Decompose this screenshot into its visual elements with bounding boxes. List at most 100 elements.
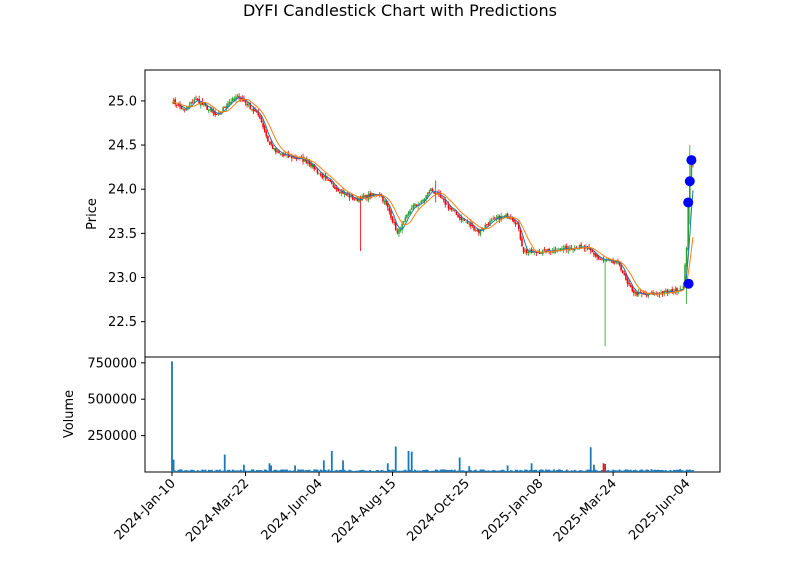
volume-bar xyxy=(503,470,506,472)
candle-body xyxy=(281,154,284,156)
candle-body xyxy=(307,161,309,164)
volume-bar xyxy=(249,470,252,472)
candle-body xyxy=(303,158,306,162)
candle-body xyxy=(412,205,415,209)
candle-body xyxy=(348,195,351,198)
volume-y-tick-label: 250000 xyxy=(87,429,137,444)
candle-body xyxy=(625,273,627,280)
candle-body xyxy=(275,148,277,153)
candle-body xyxy=(478,229,480,233)
volume-bar xyxy=(473,470,475,472)
volume-bar xyxy=(559,469,562,472)
volume-bar xyxy=(198,470,201,472)
candle-body xyxy=(259,115,261,119)
volume-bar xyxy=(628,470,630,472)
candle-body xyxy=(212,111,215,114)
volume-bar xyxy=(311,470,314,472)
volume-bar xyxy=(556,470,559,472)
volume-bar xyxy=(570,470,573,472)
volume-bar xyxy=(501,469,504,472)
candle-body xyxy=(388,208,391,212)
candle-body xyxy=(513,218,515,222)
volume-bar xyxy=(634,469,637,472)
candle-body xyxy=(271,145,274,149)
price-y-tick-label: 23.0 xyxy=(108,271,137,286)
volume-bar xyxy=(588,469,591,472)
volume-bar xyxy=(321,470,324,472)
price-plot-frame xyxy=(144,69,721,358)
volume-bar xyxy=(612,469,614,472)
volume-bar xyxy=(375,470,378,472)
volume-bar xyxy=(666,470,669,472)
candle-body xyxy=(546,249,549,252)
volume-bar xyxy=(407,450,410,472)
volume-bar xyxy=(537,471,539,472)
volume-bar xyxy=(481,469,483,472)
candle-body xyxy=(339,192,341,194)
candle-body xyxy=(535,252,538,253)
x-tick-label: 2024-Mar-22 xyxy=(183,476,252,545)
volume-bar xyxy=(193,470,196,472)
volume-bar xyxy=(561,470,563,472)
candle-body xyxy=(196,98,199,101)
candle-body xyxy=(604,260,606,261)
volume-bar xyxy=(610,470,613,472)
candle-body xyxy=(324,175,327,178)
volume-bar xyxy=(586,469,589,472)
volume-bar xyxy=(391,469,394,472)
volume-bar xyxy=(613,470,616,472)
candle-body xyxy=(455,212,458,215)
candle-body xyxy=(481,227,483,230)
volume-bar xyxy=(422,470,424,472)
volume-bar xyxy=(497,470,499,472)
candle-body xyxy=(382,196,384,202)
candle-body xyxy=(235,97,237,100)
candle-body xyxy=(580,244,582,247)
volume-bar xyxy=(279,469,282,472)
candle-body xyxy=(276,151,279,153)
candle-body xyxy=(497,216,499,219)
candle-body xyxy=(315,168,317,170)
volume-bar xyxy=(337,470,340,472)
volume-bar xyxy=(505,471,507,472)
volume-bar xyxy=(369,469,372,472)
candle-body xyxy=(492,218,495,220)
volume-bar xyxy=(601,470,603,472)
volume-bar xyxy=(577,471,579,472)
volume-bar xyxy=(538,469,541,472)
volume-bar xyxy=(621,470,624,472)
volume-bar xyxy=(687,469,690,472)
volume-bar xyxy=(511,470,514,472)
volume-bar xyxy=(498,470,501,472)
candle-body xyxy=(661,291,664,295)
volume-bar xyxy=(597,470,600,472)
volume-bar xyxy=(650,469,653,472)
volume-bar xyxy=(306,470,309,472)
candle-body xyxy=(591,250,594,253)
candle-body xyxy=(399,230,402,231)
volume-bar xyxy=(684,470,686,472)
volume-bar xyxy=(461,470,464,472)
candle-body xyxy=(689,178,691,200)
candle-body xyxy=(609,260,611,261)
candle-body xyxy=(215,114,218,116)
volume-bar xyxy=(455,470,458,472)
volume-bar xyxy=(394,446,397,472)
volume-bar xyxy=(300,469,303,472)
volume-bar xyxy=(258,470,261,472)
candle-body xyxy=(645,294,648,296)
candle-body xyxy=(335,188,338,190)
candle-body xyxy=(615,261,618,263)
volume-bar xyxy=(439,469,442,472)
candle-body xyxy=(260,117,263,122)
volume-bar xyxy=(241,470,244,472)
candle-body xyxy=(434,193,437,195)
x-axis-ticks: 2024-Jan-10 2024-Mar-22 2024-Jun-04 2024-Au… xyxy=(112,472,693,546)
volume-bar xyxy=(346,470,349,472)
volume-bar xyxy=(364,470,367,472)
volume-bar xyxy=(453,469,456,472)
volume-bar xyxy=(682,470,685,472)
candle-body xyxy=(433,191,435,194)
volume-bar xyxy=(353,471,356,472)
volume-bar xyxy=(180,469,183,472)
